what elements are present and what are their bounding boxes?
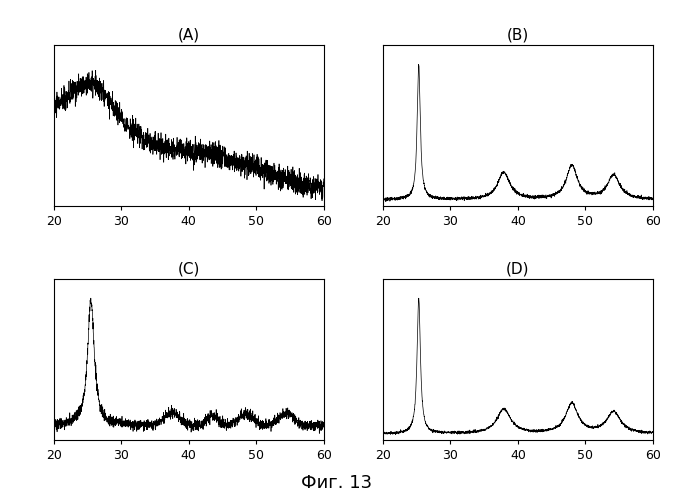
- Title: (C): (C): [178, 261, 200, 276]
- Title: (D): (D): [506, 261, 530, 276]
- Title: (A): (A): [178, 28, 200, 42]
- Title: (B): (B): [507, 28, 529, 42]
- Text: Фиг. 13: Фиг. 13: [301, 474, 372, 492]
